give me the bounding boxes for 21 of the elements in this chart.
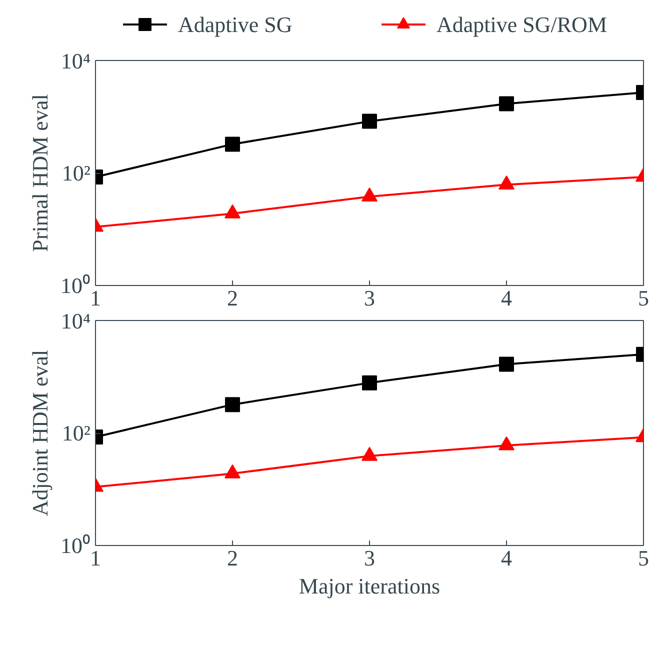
x-tick-label: 4 <box>501 286 512 310</box>
x-tick-label: 5 <box>638 546 649 570</box>
x-tick-label: 5 <box>638 286 649 310</box>
y-tick-label: 10⁴ <box>60 48 91 74</box>
legend-label: Adaptive SG <box>178 12 292 37</box>
y-tick-label: 10² <box>62 160 91 186</box>
x-tick-label: 4 <box>501 546 512 570</box>
x-tick-label: 2 <box>227 546 238 570</box>
y-axis-title: Adjoint HDM eval <box>28 350 52 516</box>
x-tick-label: 1 <box>90 546 101 570</box>
y-tick-label: 10² <box>62 420 91 446</box>
y-tick-label: 10⁴ <box>60 308 91 334</box>
y-tick-label: 10⁰ <box>60 533 90 558</box>
x-tick-label: 1 <box>90 286 101 310</box>
x-axis-title: Major iterations <box>298 574 440 598</box>
x-tick-label: 3 <box>364 286 375 310</box>
x-tick-label: 3 <box>364 546 375 570</box>
x-tick-label: 2 <box>227 286 238 310</box>
y-axis-title: Primal HDM eval <box>28 94 52 252</box>
y-tick-label: 10⁰ <box>60 273 90 298</box>
legend-label: Adaptive SG/ROM <box>436 12 607 37</box>
